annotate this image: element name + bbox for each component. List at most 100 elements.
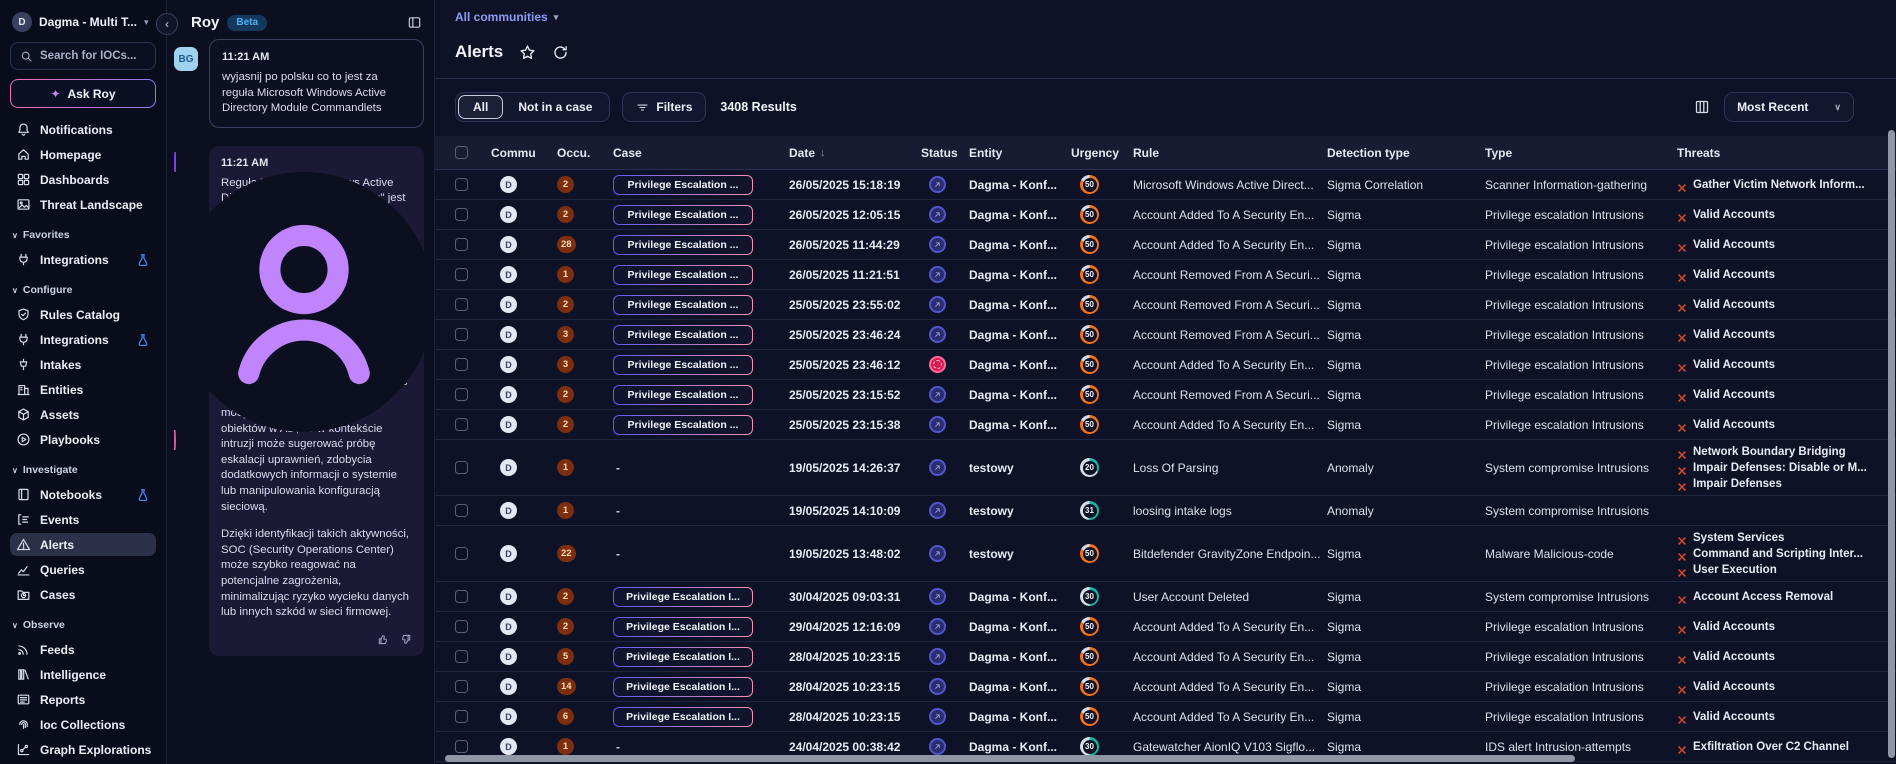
thumbs-down-icon[interactable] (399, 633, 412, 646)
status-acknowledged-icon[interactable] (929, 176, 946, 193)
row-checkbox[interactable] (455, 547, 468, 560)
status-acknowledged-icon[interactable] (929, 266, 946, 283)
alert-row[interactable]: D 6 Privilege Escalation I... 28/04/2025 10… (435, 702, 1896, 732)
sidebar-item-ioc-collections[interactable]: Ioc Collections (10, 713, 156, 736)
row-checkbox[interactable] (455, 590, 468, 603)
sidebar-item-integrations[interactable]: Integrations (10, 248, 156, 271)
status-acknowledged-icon[interactable] (929, 502, 946, 519)
sidebar-item-events[interactable]: Events (10, 508, 156, 531)
sidebar-item-cases[interactable]: Cases (10, 583, 156, 606)
case-badge[interactable]: Privilege Escalation ... (613, 205, 753, 225)
case-badge[interactable]: Privilege Escalation I... (613, 677, 753, 697)
sidebar-item-dashboards[interactable]: Dashboards (10, 168, 156, 191)
sidebar-item-queries[interactable]: Queries (10, 558, 156, 581)
column-header-case[interactable]: Case (613, 146, 789, 160)
section-header-configure[interactable]: ∨ Configure (12, 284, 156, 296)
status-acknowledged-icon[interactable] (929, 386, 946, 403)
status-acknowledged-icon[interactable] (929, 416, 946, 433)
case-badge[interactable]: Privilege Escalation ... (613, 295, 753, 315)
sidebar-item-playbooks[interactable]: Playbooks (10, 428, 156, 451)
section-header-favorites[interactable]: ∨ Favorites (12, 229, 156, 241)
status-acknowledged-icon[interactable] (929, 738, 946, 755)
alert-row[interactable]: D 1 - 19/05/2025 14:10:09 testowy 31 loosing i… (435, 496, 1896, 526)
favorite-star-icon[interactable] (519, 44, 536, 61)
column-header-rule[interactable]: Rule (1133, 146, 1327, 160)
row-checkbox[interactable] (455, 418, 468, 431)
alert-row[interactable]: D 1 - 24/04/2025 00:38:42 Dagma - Konf... 30 G… (435, 732, 1896, 762)
filters-button[interactable]: Filters (622, 92, 707, 122)
row-checkbox[interactable] (455, 178, 468, 191)
row-checkbox[interactable] (455, 298, 468, 311)
column-header-status[interactable]: Status (921, 146, 969, 160)
alert-row[interactable]: D 2 Privilege Escalation ... 26/05/2025 12:… (435, 200, 1896, 230)
status-acknowledged-icon[interactable] (929, 459, 946, 476)
case-badge[interactable]: Privilege Escalation I... (613, 647, 753, 667)
row-checkbox[interactable] (455, 268, 468, 281)
alert-row[interactable]: D 1 - 19/05/2025 14:26:37 testowy 20 Loss Of P… (435, 440, 1896, 496)
case-badge[interactable]: Privilege Escalation ... (613, 235, 753, 255)
sidebar-item-reports[interactable]: Reports (10, 688, 156, 711)
select-all-checkbox[interactable] (455, 146, 468, 159)
row-checkbox[interactable] (455, 504, 468, 517)
alert-row[interactable]: D 2 Privilege Escalation I... 29/04/2025 12… (435, 612, 1896, 642)
alert-row[interactable]: D 2 Privilege Escalation I... 30/04/2025 09… (435, 582, 1896, 612)
thumbs-up-icon[interactable] (377, 633, 390, 646)
refresh-icon[interactable] (552, 44, 569, 61)
sidebar-item-assets[interactable]: Assets (10, 403, 156, 426)
row-checkbox[interactable] (455, 358, 468, 371)
status-acknowledged-icon[interactable] (929, 545, 946, 562)
sidebar-item-intelligence[interactable]: Intelligence (10, 663, 156, 686)
search-input[interactable]: Search for IOCs... (10, 42, 156, 70)
alert-row[interactable]: D 22 - 19/05/2025 13:48:02 testowy 50 Bitdefen… (435, 526, 1896, 582)
alert-row[interactable]: D 2 Privilege Escalation ... 25/05/2025 23:… (435, 290, 1896, 320)
status-acknowledged-icon[interactable] (929, 326, 946, 343)
sidebar-item-integrations[interactable]: Integrations (10, 328, 156, 351)
status-acknowledged-icon[interactable] (929, 678, 946, 695)
status-error-icon[interactable] (929, 356, 946, 373)
alert-row[interactable]: D 5 Privilege Escalation I... 28/04/2025 10… (435, 642, 1896, 672)
status-acknowledged-icon[interactable] (929, 588, 946, 605)
row-checkbox[interactable] (455, 740, 468, 753)
sidebar-item-notifications[interactable]: Notifications (10, 118, 156, 141)
sidebar-item-homepage[interactable]: Homepage (10, 143, 156, 166)
status-acknowledged-icon[interactable] (929, 618, 946, 635)
alert-row[interactable]: D 14 Privilege Escalation I... 28/04/2025 1… (435, 672, 1896, 702)
sort-dropdown[interactable]: Most Recent ∨ (1724, 92, 1854, 122)
status-acknowledged-icon[interactable] (929, 708, 946, 725)
column-header-date[interactable]: Date ↓ (789, 146, 921, 160)
case-badge[interactable]: Privilege Escalation I... (613, 617, 753, 637)
alert-row[interactable]: D 2 Privilege Escalation ... 26/05/2025 15:… (435, 170, 1896, 200)
column-header-entity[interactable]: Entity (969, 146, 1071, 160)
sidebar-item-intakes[interactable]: Intakes (10, 353, 156, 376)
alert-row[interactable]: D 3 Privilege Escalation ... 25/05/2025 23:… (435, 350, 1896, 380)
case-badge[interactable]: Privilege Escalation I... (613, 707, 753, 727)
column-header-commu[interactable]: Commu (491, 146, 557, 160)
sidebar-item-feeds[interactable]: Feeds (10, 638, 156, 661)
ask-roy-button[interactable]: ✦ Ask Roy (10, 79, 156, 108)
case-badge[interactable]: Privilege Escalation ... (613, 265, 753, 285)
row-checkbox[interactable] (455, 208, 468, 221)
row-checkbox[interactable] (455, 620, 468, 633)
row-checkbox[interactable] (455, 680, 468, 693)
columns-icon[interactable] (1694, 99, 1710, 115)
sidebar-item-notebooks[interactable]: Notebooks (10, 483, 156, 506)
column-header-threats[interactable]: Threats (1677, 146, 1896, 160)
sidebar-item-rules-catalog[interactable]: Rules Catalog (10, 303, 156, 326)
horizontal-scrollbar[interactable] (445, 755, 1575, 762)
alert-row[interactable]: D 2 Privilege Escalation ... 25/05/2025 23:… (435, 410, 1896, 440)
status-acknowledged-icon[interactable] (929, 296, 946, 313)
column-header-occu-[interactable]: Occu. (557, 146, 613, 160)
collapse-chat-button[interactable]: ‹ (156, 13, 178, 35)
sidebar-item-threat-landscape[interactable]: Threat Landscape (10, 193, 156, 216)
column-header-detection-type[interactable]: Detection type (1327, 146, 1485, 160)
row-checkbox[interactable] (455, 710, 468, 723)
filter-not-in-case-button[interactable]: Not in a case (518, 100, 593, 114)
communities-selector[interactable]: All communities ▾ (455, 10, 559, 24)
vertical-scrollbar[interactable] (1888, 130, 1895, 758)
alert-row[interactable]: D 1 Privilege Escalation ... 26/05/2025 11:… (435, 260, 1896, 290)
sidebar-item-graph-explorations[interactable]: Graph Explorations (10, 738, 156, 761)
workspace-switcher[interactable]: D Dagma - Multi T... ▾ (10, 10, 156, 42)
section-header-investigate[interactable]: ∨ Investigate (12, 464, 156, 476)
column-header-type[interactable]: Type (1485, 146, 1677, 160)
filter-all-button[interactable]: All (458, 95, 504, 119)
